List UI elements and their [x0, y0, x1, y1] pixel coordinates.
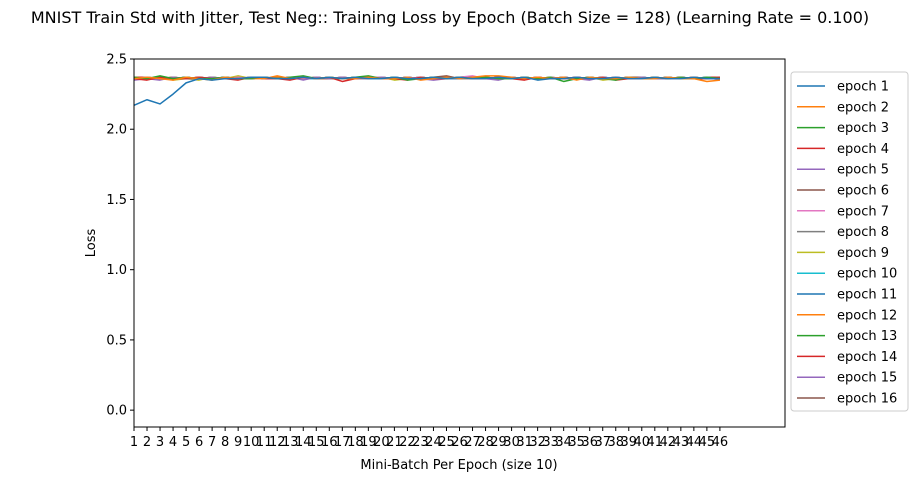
x-tick-label: 27 — [464, 435, 481, 450]
x-tick-label: 38 — [607, 435, 624, 450]
x-tick-label: 36 — [581, 435, 598, 450]
x-tick-label: 37 — [594, 435, 611, 450]
legend-label: epoch 2 — [837, 100, 889, 115]
legend-label: epoch 16 — [837, 392, 897, 407]
x-tick-label: 3 — [156, 435, 164, 450]
x-tick-label: 44 — [686, 435, 703, 450]
legend-label: epoch 7 — [837, 204, 889, 219]
x-tick-label: 2 — [143, 435, 151, 450]
x-tick-label: 7 — [208, 435, 216, 450]
x-tick-label: 8 — [221, 435, 229, 450]
x-axis-label: Mini-Batch Per Epoch (size 10) — [360, 458, 557, 473]
legend-label: epoch 4 — [837, 142, 889, 157]
x-tick-label: 15 — [308, 435, 325, 450]
y-tick-label: 0.0 — [106, 404, 127, 419]
x-tick-label: 13 — [282, 435, 299, 450]
plot-area-frame — [133, 58, 786, 428]
x-tick-label: 22 — [399, 435, 416, 450]
x-tick-label: 1 — [130, 435, 138, 450]
legend-label: epoch 3 — [837, 121, 889, 136]
x-tick-label: 4 — [169, 435, 177, 450]
x-tick-label: 17 — [334, 435, 351, 450]
legend-label: epoch 8 — [837, 225, 889, 240]
legend-label: epoch 13 — [837, 329, 897, 344]
x-tick-label: 30 — [503, 435, 520, 450]
x-tick-label: 43 — [673, 435, 690, 450]
y-tick-label: 1.0 — [106, 263, 127, 278]
x-tick-label: 39 — [620, 435, 637, 450]
x-tick-label: 11 — [256, 435, 273, 450]
x-tick-label: 41 — [647, 435, 664, 450]
x-tick-label: 19 — [360, 435, 377, 450]
x-tick-label: 18 — [347, 435, 364, 450]
x-tick-label: 25 — [438, 435, 455, 450]
x-tick-label: 35 — [568, 435, 585, 450]
x-tick-label: 46 — [712, 435, 729, 450]
x-tick-label: 5 — [182, 435, 190, 450]
legend-label: epoch 10 — [837, 267, 897, 282]
legend-label: epoch 12 — [837, 308, 897, 323]
x-tick-label: 28 — [477, 435, 494, 450]
legend-label: epoch 6 — [837, 184, 889, 199]
y-axis-ticks: 0.0 0.5 1.0 1.5 2.0 2.5 — [106, 53, 134, 419]
x-tick-label: 42 — [660, 435, 677, 450]
legend-label: epoch 14 — [837, 350, 897, 365]
legend: epoch 1 epoch 2 epoch 3 epoch 4 epoch 5 epoch… — [790, 71, 909, 412]
legend-label: epoch 5 — [837, 163, 889, 178]
legend-label: epoch 11 — [837, 288, 897, 303]
y-tick-label: 2.5 — [106, 53, 127, 68]
x-tick-label: 34 — [555, 435, 572, 450]
x-tick-label: 20 — [373, 435, 390, 450]
x-tick-label: 21 — [386, 435, 403, 450]
legend-label: epoch 1 — [837, 80, 889, 95]
legend-label: epoch 15 — [837, 371, 897, 386]
x-tick-label: 23 — [412, 435, 429, 450]
x-tick-label: 29 — [490, 435, 507, 450]
x-tick-label: 40 — [634, 435, 651, 450]
x-tick-label: 14 — [295, 435, 312, 450]
x-tick-label: 16 — [321, 435, 338, 450]
x-tick-label: 31 — [516, 435, 533, 450]
y-axis-label: Loss — [84, 229, 99, 258]
legend-label: epoch 9 — [837, 246, 889, 261]
x-tick-label: 33 — [542, 435, 559, 450]
x-tick-label: 9 — [234, 435, 242, 450]
x-tick-label: 6 — [195, 435, 203, 450]
x-tick-label: 10 — [243, 435, 260, 450]
x-tick-label: 26 — [451, 435, 468, 450]
x-tick-label: 32 — [529, 435, 546, 450]
y-tick-label: 1.5 — [106, 193, 127, 208]
legend-frame — [790, 71, 909, 412]
series-lines — [133, 75, 721, 107]
x-axis-ticks: 1 2 3 4 5 6 7 8 9 1011121314151617181920212223242… — [130, 427, 728, 450]
y-tick-label: 2.0 — [106, 123, 127, 138]
x-tick-label: 12 — [269, 435, 286, 450]
x-tick-label: 24 — [425, 435, 442, 450]
chart-title: MNIST Train Std with Jitter, Test Neg:: … — [31, 8, 869, 27]
x-tick-label: 45 — [699, 435, 716, 450]
series-line-epoch-1 — [133, 76, 720, 107]
y-tick-label: 0.5 — [106, 333, 127, 348]
